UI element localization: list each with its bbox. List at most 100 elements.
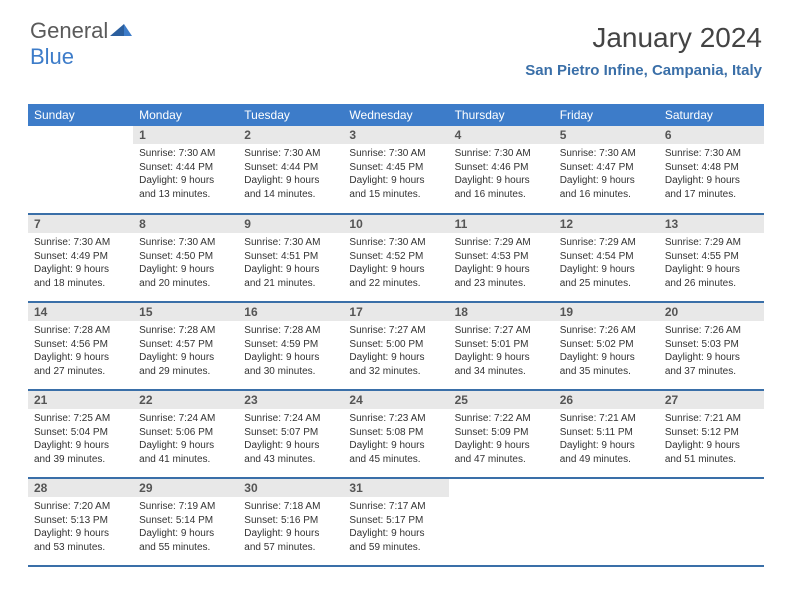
day-number: 11 xyxy=(449,215,554,233)
day-line: Daylight: 9 hours xyxy=(665,439,758,453)
day-line: Daylight: 9 hours xyxy=(244,439,337,453)
day-line: Sunrise: 7:18 AM xyxy=(244,500,337,514)
day-body: Sunrise: 7:30 AMSunset: 4:48 PMDaylight:… xyxy=(659,144,764,207)
calendar-day-cell: 12Sunrise: 7:29 AMSunset: 4:54 PMDayligh… xyxy=(554,214,659,302)
day-number: 24 xyxy=(343,391,448,409)
day-body: Sunrise: 7:27 AMSunset: 5:00 PMDaylight:… xyxy=(343,321,448,384)
day-line: Sunset: 5:09 PM xyxy=(455,426,548,440)
calendar-day-cell: 14 Sunrise: 7:28 AMSunset: 4:56 PMDayligh… xyxy=(28,302,133,390)
day-number: 15 xyxy=(133,303,238,321)
day-line: Sunrise: 7:29 AM xyxy=(455,236,548,250)
calendar-week-row: 14Sunrise: 7:28 AMSunset: 4:56 PMDayligh… xyxy=(28,302,764,390)
day-line: Daylight: 9 hours xyxy=(34,527,127,541)
day-body: Sunrise: 7:22 AMSunset: 5:09 PMDaylight:… xyxy=(449,409,554,472)
day-line: Daylight: 9 hours xyxy=(665,174,758,188)
calendar-day-cell: 22Sunrise: 7:24 AMSunset: 5:06 PMDayligh… xyxy=(133,390,238,478)
day-line: Sunset: 5:01 PM xyxy=(455,338,548,352)
day-number: 13 xyxy=(659,215,764,233)
day-body: Sunrise: 7:19 AMSunset: 5:14 PMDaylight:… xyxy=(133,497,238,560)
day-line: and 47 minutes. xyxy=(455,453,548,467)
logo: General Blue xyxy=(30,18,132,70)
calendar-day-cell: 18Sunrise: 7:27 AMSunset: 5:01 PMDayligh… xyxy=(449,302,554,390)
day-body: Sunrise: 7:26 AMSunset: 5:02 PMDaylight:… xyxy=(554,321,659,384)
calendar-day-cell: 9Sunrise: 7:30 AMSunset: 4:51 PMDaylight… xyxy=(238,214,343,302)
day-number: 22 xyxy=(133,391,238,409)
day-header: Monday xyxy=(133,104,238,126)
day-body: Sunrise: 7:30 AMSunset: 4:52 PMDaylight:… xyxy=(343,233,448,296)
calendar-day-cell: 4Sunrise: 7:30 AMSunset: 4:46 PMDaylight… xyxy=(449,126,554,214)
day-line: Daylight: 9 hours xyxy=(349,351,442,365)
day-line: Sunset: 5:02 PM xyxy=(560,338,653,352)
calendar-day-cell: 27Sunrise: 7:21 AMSunset: 5:12 PMDayligh… xyxy=(659,390,764,478)
day-line: Sunset: 4:47 PM xyxy=(560,161,653,175)
day-line: Sunset: 4:44 PM xyxy=(139,161,232,175)
calendar-day-cell: 11Sunrise: 7:29 AMSunset: 4:53 PMDayligh… xyxy=(449,214,554,302)
day-line: Sunset: 5:04 PM xyxy=(34,426,127,440)
day-body xyxy=(554,483,659,492)
day-body: Sunrise: 7:24 AMSunset: 5:07 PMDaylight:… xyxy=(238,409,343,472)
day-body xyxy=(659,483,764,492)
day-body: Sunrise: 7:29 AMSunset: 4:53 PMDaylight:… xyxy=(449,233,554,296)
day-body: Sunrise: 7:18 AMSunset: 5:16 PMDaylight:… xyxy=(238,497,343,560)
day-number: 19 xyxy=(554,303,659,321)
day-number: 20 xyxy=(659,303,764,321)
day-line: Sunrise: 7:26 AM xyxy=(665,324,758,338)
day-line: and 17 minutes. xyxy=(665,188,758,202)
day-line: and 43 minutes. xyxy=(244,453,337,467)
day-line: and 15 minutes. xyxy=(349,188,442,202)
day-body: Sunrise: 7:30 AMSunset: 4:47 PMDaylight:… xyxy=(554,144,659,207)
day-line: Sunrise: 7:20 AM xyxy=(34,500,127,514)
day-line: and 37 minutes. xyxy=(665,365,758,379)
day-body: Sunrise: 7:30 AMSunset: 4:50 PMDaylight:… xyxy=(133,233,238,296)
calendar-day-cell: 8Sunrise: 7:30 AMSunset: 4:50 PMDaylight… xyxy=(133,214,238,302)
day-number: 9 xyxy=(238,215,343,233)
calendar-day-cell: 26Sunrise: 7:21 AMSunset: 5:11 PMDayligh… xyxy=(554,390,659,478)
day-line: and 13 minutes. xyxy=(139,188,232,202)
day-line: Sunrise: 7:21 AM xyxy=(665,412,758,426)
day-line: Sunset: 5:03 PM xyxy=(665,338,758,352)
day-body: Sunrise: 7:30 AMSunset: 4:51 PMDaylight:… xyxy=(238,233,343,296)
day-number: 6 xyxy=(659,126,764,144)
day-line: Sunrise: 7:28 AM xyxy=(244,324,337,338)
day-number: 16 xyxy=(238,303,343,321)
day-line: and 57 minutes. xyxy=(244,541,337,555)
day-line: Sunrise: 7:30 AM xyxy=(244,236,337,250)
day-number: 14 xyxy=(28,303,133,321)
day-line: Daylight: 9 hours xyxy=(244,263,337,277)
day-line: and 18 minutes. xyxy=(34,277,127,291)
day-line: Sunset: 5:00 PM xyxy=(349,338,442,352)
calendar-day-cell: 23Sunrise: 7:24 AMSunset: 5:07 PMDayligh… xyxy=(238,390,343,478)
calendar-day-cell: 17Sunrise: 7:27 AMSunset: 5:00 PMDayligh… xyxy=(343,302,448,390)
day-line: Sunset: 5:12 PM xyxy=(665,426,758,440)
day-line: Sunset: 4:51 PM xyxy=(244,250,337,264)
day-line: Sunrise: 7:28 AM xyxy=(34,324,127,338)
calendar-day-cell: 21Sunrise: 7:25 AMSunset: 5:04 PMDayligh… xyxy=(28,390,133,478)
day-line: and 20 minutes. xyxy=(139,277,232,291)
day-body: Sunrise: 7:17 AMSunset: 5:17 PMDaylight:… xyxy=(343,497,448,560)
day-line: Daylight: 9 hours xyxy=(34,351,127,365)
day-body: Sunrise: 7:27 AMSunset: 5:01 PMDaylight:… xyxy=(449,321,554,384)
day-line: Daylight: 9 hours xyxy=(349,527,442,541)
day-body: Sunrise: 7:30 AMSunset: 4:45 PMDaylight:… xyxy=(343,144,448,207)
day-number: 7 xyxy=(28,215,133,233)
day-line: Daylight: 9 hours xyxy=(455,263,548,277)
day-line: Daylight: 9 hours xyxy=(455,174,548,188)
calendar-day-cell xyxy=(659,478,764,566)
day-line: Sunset: 4:56 PM xyxy=(34,338,127,352)
day-line: Sunrise: 7:23 AM xyxy=(349,412,442,426)
location-subtitle: San Pietro Infine, Campania, Italy xyxy=(525,62,762,79)
day-line: Sunrise: 7:30 AM xyxy=(455,147,548,161)
day-line: Sunrise: 7:29 AM xyxy=(560,236,653,250)
day-number: 18 xyxy=(449,303,554,321)
day-line: and 16 minutes. xyxy=(455,188,548,202)
day-header: Saturday xyxy=(659,104,764,126)
day-line: Sunrise: 7:21 AM xyxy=(560,412,653,426)
day-body: Sunrise: 7:30 AMSunset: 4:44 PMDaylight:… xyxy=(133,144,238,207)
day-line: Daylight: 9 hours xyxy=(34,263,127,277)
day-line: Sunrise: 7:30 AM xyxy=(244,147,337,161)
day-number: 12 xyxy=(554,215,659,233)
calendar-week-row: 7Sunrise: 7:30 AMSunset: 4:49 PMDaylight… xyxy=(28,214,764,302)
day-line: Sunset: 4:49 PM xyxy=(34,250,127,264)
day-line: Sunrise: 7:30 AM xyxy=(349,236,442,250)
day-line: Sunrise: 7:22 AM xyxy=(455,412,548,426)
